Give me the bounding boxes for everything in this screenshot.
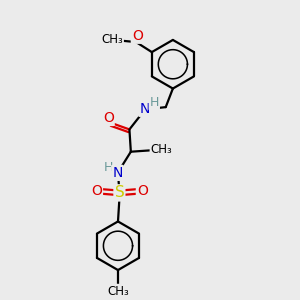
Text: O: O [132, 29, 143, 43]
Text: N: N [140, 102, 150, 116]
Text: H: H [150, 96, 159, 109]
Text: CH₃: CH₃ [101, 33, 123, 46]
Text: H: H [104, 161, 113, 174]
Text: CH₃: CH₃ [151, 143, 172, 156]
Text: O: O [137, 184, 148, 198]
Text: S: S [115, 185, 124, 200]
Text: O: O [103, 111, 114, 125]
Text: N: N [112, 166, 123, 180]
Text: CH₃: CH₃ [107, 285, 129, 298]
Text: O: O [91, 184, 102, 198]
